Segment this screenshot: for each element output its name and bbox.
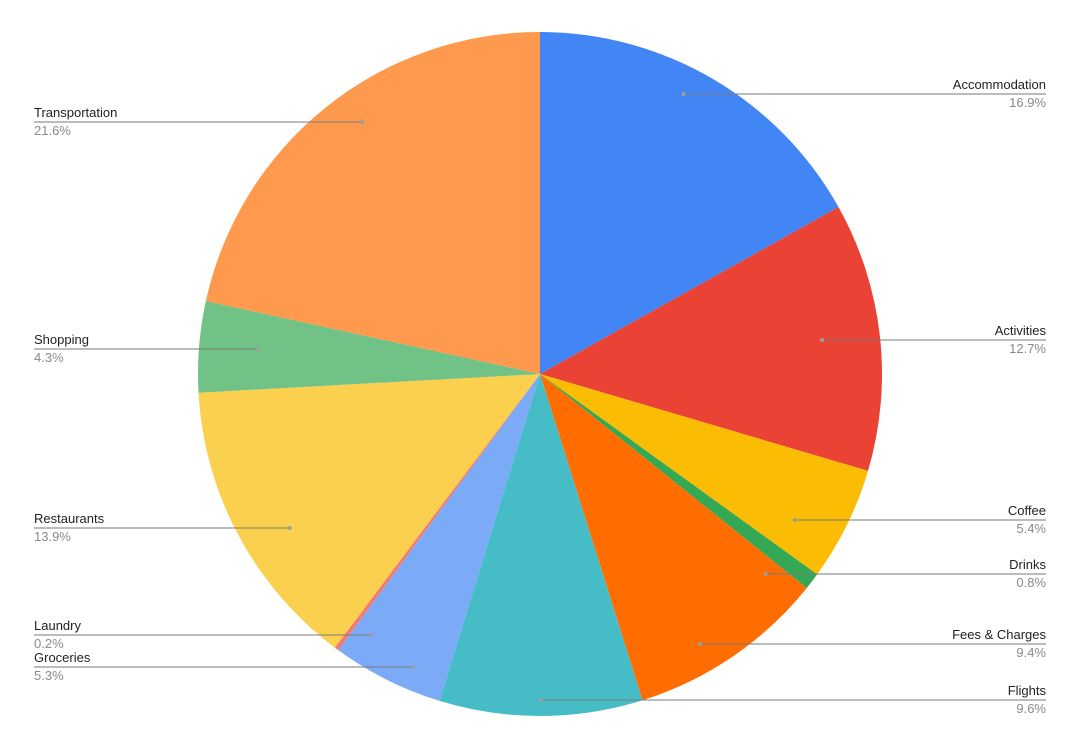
slice-label-activities: Activities xyxy=(995,323,1047,338)
slice-label-accommodation: Accommodation xyxy=(953,77,1046,92)
leader-dot-shopping xyxy=(255,347,259,351)
pie-slice-laundry[interactable] xyxy=(334,374,540,651)
slice-label-transportation: Transportation xyxy=(34,105,117,120)
slice-percent-accommodation: 16.9% xyxy=(1009,95,1046,110)
leader-dot-activities xyxy=(820,338,825,342)
pie-slice-accommodation[interactable] xyxy=(540,32,839,374)
slice-percent-restaurants: 13.9% xyxy=(34,529,71,544)
leader-dot-accommodation xyxy=(681,92,686,96)
slice-percent-activities: 12.7% xyxy=(1009,341,1046,356)
slice-percent-groceries: 5.3% xyxy=(34,668,64,683)
slice-percent-transportation: 21.6% xyxy=(34,123,71,138)
slice-percent-fees-and-charges: 9.4% xyxy=(1016,645,1046,660)
leader-dot-flights xyxy=(538,698,543,702)
slice-percent-laundry: 0.2% xyxy=(34,636,64,651)
slice-label-coffee: Coffee xyxy=(1008,503,1046,518)
slice-percent-flights: 9.6% xyxy=(1016,701,1046,716)
pie-slice-coffee[interactable] xyxy=(540,374,868,575)
pie-slice-flights[interactable] xyxy=(439,374,643,716)
pie-slices xyxy=(198,32,882,716)
pie-labels: Accommodation 16.9% Activities 12.7% Coffee 5… xyxy=(34,77,1046,716)
leader-dot-laundry xyxy=(369,633,374,637)
slice-percent-drinks: 0.8% xyxy=(1016,575,1046,590)
pie-slice-restaurants[interactable] xyxy=(198,374,540,648)
slice-percent-coffee: 5.4% xyxy=(1016,521,1046,536)
pie-slice-shopping[interactable] xyxy=(198,301,541,393)
leader-dot-restaurants xyxy=(287,526,292,530)
pie-slice-drinks[interactable] xyxy=(540,374,818,589)
leader-dot-drinks xyxy=(763,572,768,576)
pie-slice-transportation[interactable] xyxy=(205,32,540,374)
slice-label-drinks: Drinks xyxy=(1009,557,1046,572)
pie-slice-activities[interactable] xyxy=(540,207,882,471)
leader-dot-groceries xyxy=(410,665,415,669)
leader-dot-transportation xyxy=(360,120,364,124)
pie-slice-groceries[interactable] xyxy=(338,374,540,701)
pie-slice-fees-and-charges[interactable] xyxy=(540,374,807,701)
slice-label-shopping: Shopping xyxy=(34,332,89,347)
leader-dot-coffee xyxy=(792,518,797,522)
slice-label-groceries: Groceries xyxy=(34,650,91,665)
slice-label-laundry: Laundry xyxy=(34,618,81,633)
slice-label-flights: Flights xyxy=(1008,683,1047,698)
slice-percent-shopping: 4.3% xyxy=(34,350,64,365)
leader-dot-fees-and-charges xyxy=(698,642,703,646)
slice-label-fees-and-charges: Fees & Charges xyxy=(952,627,1046,642)
slice-label-restaurants: Restaurants xyxy=(34,511,105,526)
